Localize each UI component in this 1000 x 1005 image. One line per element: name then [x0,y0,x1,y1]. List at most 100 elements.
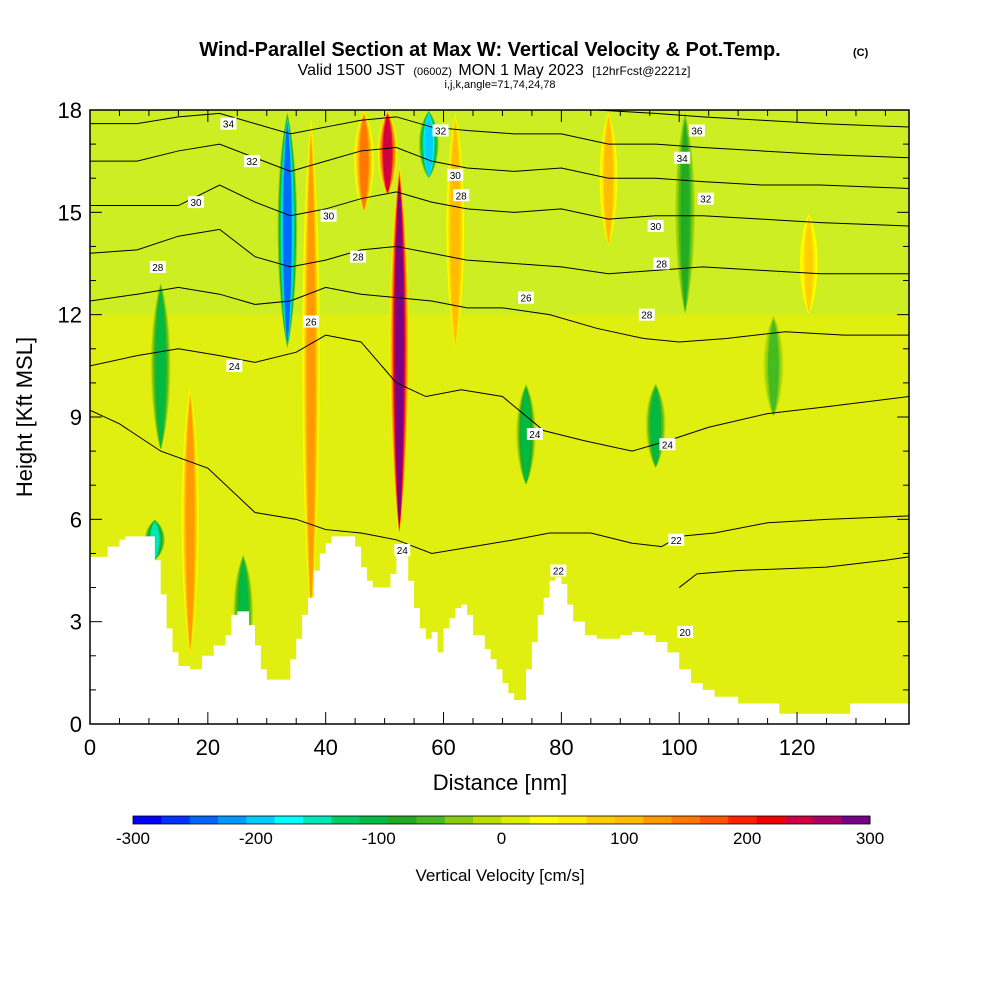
contour-label-16: 22 [671,536,683,547]
colorbar-swatch-3 [218,816,247,824]
downdraft-8-band-5 [769,319,778,415]
downdraft-6-band-5 [651,387,660,467]
contour-label-15: 20 [680,628,692,639]
y-tick-label: 6 [70,507,82,532]
contour-label-7: 28 [353,253,365,264]
contour-label-box-16 [668,533,685,546]
contour-label-21: 32 [700,195,712,206]
theta-contour-22 [90,409,909,554]
x-axis-label: Distance [nm] [433,770,568,795]
contour-label-13: 24 [397,546,409,557]
x-tick-label: 0 [84,735,96,760]
colorbar-swatch-25 [841,816,871,824]
contour-label-box-10 [453,189,470,202]
colorbar-tick-label: 100 [610,829,638,848]
contour-label-box-0 [220,117,237,130]
contour-label-box-17 [659,438,676,451]
colorbar-swatch-1 [161,816,191,824]
colorbar-swatch-6 [303,816,332,824]
contour-label-9: 30 [450,171,462,182]
velocity-field [90,110,909,724]
y-tick-label: 0 [70,712,82,737]
contour-label-box-13 [394,544,411,557]
colorbar-swatch-4 [246,816,276,824]
colorbar-tick-label: -200 [239,829,273,848]
colorbar-swatch-20 [699,816,729,824]
theta-contour-34 [90,112,909,159]
contour-label-19: 28 [656,260,668,271]
colorbar-swatch-5 [274,816,304,824]
colorbar-swatch-2 [189,816,219,824]
theta-contour-28 [90,228,909,275]
x-tick-label: 100 [661,735,698,760]
colorbar-tick-label: -300 [116,829,150,848]
colorbar-swatch-16 [586,816,616,824]
colorbar-swatch-8 [359,816,389,824]
contour-label-box-22 [674,151,691,164]
colorbar-tick-label: -100 [362,829,396,848]
theta-contours [90,110,909,588]
updraft-5-band-5 [604,116,613,244]
contour-label-11: 26 [520,294,532,305]
theta-contour-36 [596,110,909,128]
contour-label-4: 24 [229,362,241,373]
contour-label-20: 30 [650,222,662,233]
contour-label-22: 34 [677,154,689,165]
x-tick-label: 40 [313,735,337,760]
contour-label-12: 24 [529,430,541,441]
colorbar-swatch-10 [416,816,446,824]
updraft-7-band-5 [804,217,814,313]
colorbar-swatch-7 [331,816,361,824]
contour-label-8: 32 [435,126,447,137]
theta-contour-20 [678,556,909,588]
colorbar-swatch-24 [813,816,843,824]
colorbar-swatch-0 [133,816,162,824]
contour-label-box-15 [677,625,694,638]
x-tick-label: 20 [196,735,220,760]
y-tick-label: 18 [58,98,82,123]
contour-label-box-3 [149,260,166,273]
contour-label-box-18 [638,308,655,321]
colorbar-tick-label: 0 [497,829,506,848]
updraft-1-band-5 [383,114,392,194]
colorbar-swatch-18 [643,816,673,824]
contour-label-box-8 [432,124,449,137]
contour-label-box-6 [320,209,337,222]
updraft-2-band-5 [359,115,369,211]
downdraft-5-band-5 [521,388,531,484]
contour-labels: 34 32 30 28 24 26 30 28 32 30 28 26 24 24 22 20 22 24 28 28… [149,117,714,639]
y-tick-label: 3 [70,610,82,635]
colorbar-swatch-11 [444,816,474,824]
colorbar-swatch-22 [756,816,786,824]
colorbar-swatch-9 [388,816,417,824]
colorbar-swatch-12 [473,816,502,824]
contour-label-6: 30 [323,212,335,223]
valid-time-line: Valid 1500 JST (0600Z) MON 1 May 2023 [1… [298,62,691,79]
updraft-6-band-5 [185,396,195,651]
colorbar-swatch-23 [784,816,814,824]
contour-label-box-21 [697,192,714,205]
x-tick-label: 80 [549,735,573,760]
contour-label-18: 28 [641,311,653,322]
contour-label-box-2 [188,196,205,209]
y-tick-label: 9 [70,405,82,430]
chart-title: Wind-Parallel Section at Max W: Vertical… [199,39,780,61]
contour-label-1: 32 [246,157,258,168]
terrain-mask [90,536,909,724]
theta-contour-24 [90,334,909,452]
contour-label-2: 30 [190,198,202,209]
contour-label-box-5 [302,315,319,328]
copyright-mark: (C) [853,47,869,59]
contour-label-box-19 [653,257,670,270]
y-tick-label: 12 [58,303,82,328]
theta-contour-32 [90,143,909,189]
downdraft-3-band-5 [156,289,166,448]
colorbar-swatch-17 [614,816,644,824]
colorbar-swatch-15 [558,816,588,824]
contour-label-14: 22 [553,567,565,578]
theta-contour-26 [90,286,909,343]
updraft-3-band-5 [306,135,316,612]
colorbar-tick-label: 200 [733,829,761,848]
y-tick-label: 15 [58,200,82,225]
